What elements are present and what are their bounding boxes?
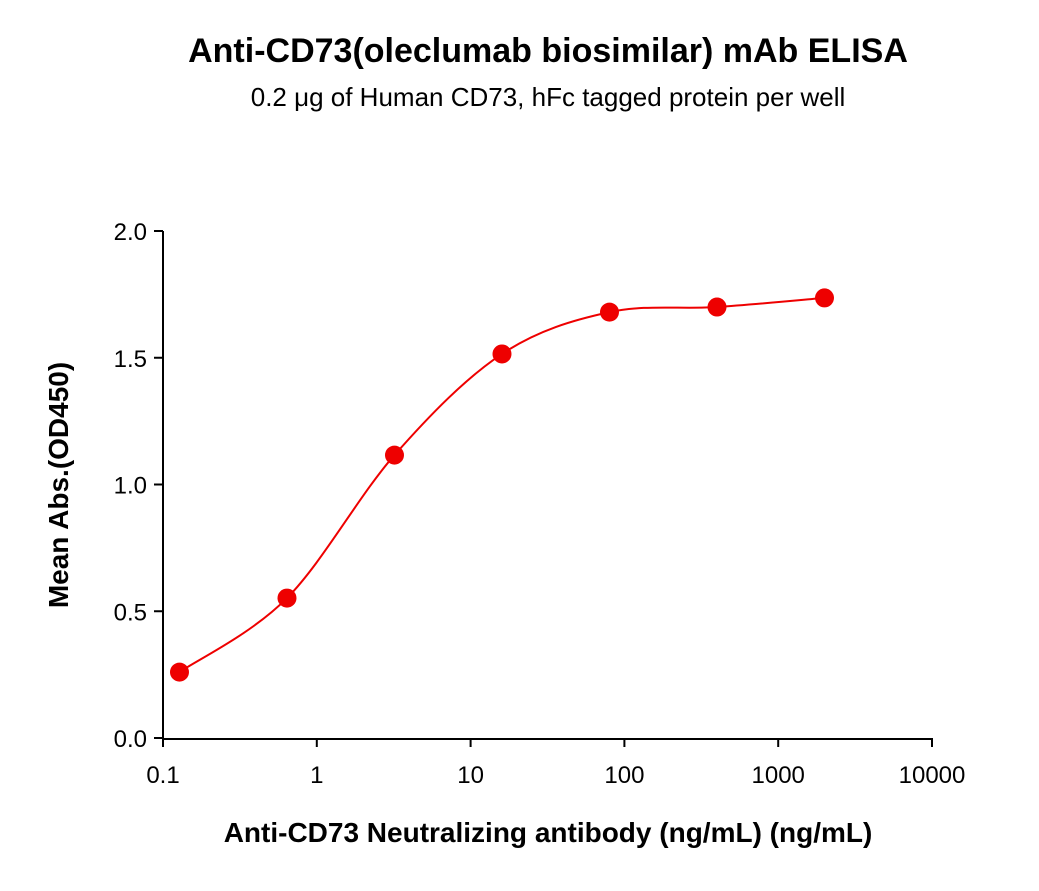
chart-title: Anti-CD73(oleclumab biosimilar) mAb ELIS… xyxy=(188,32,908,70)
x-axis-label: Anti-CD73 Neutralizing antibody (ng/mL) … xyxy=(224,817,873,848)
data-point xyxy=(492,344,512,364)
x-tick-label: 1000 xyxy=(752,762,805,789)
x-tick-label: 10 xyxy=(457,762,484,789)
x-tick-label: 100 xyxy=(604,762,644,789)
y-tick-label: 1.5 xyxy=(114,346,147,373)
data-point xyxy=(277,588,297,608)
y-tick-label: 2.0 xyxy=(114,219,147,246)
y-tick-label: 0.5 xyxy=(114,599,147,626)
data-point xyxy=(814,288,834,308)
y-tick-label: 0.0 xyxy=(114,726,147,753)
data-point xyxy=(599,302,619,322)
data-point xyxy=(384,445,404,465)
x-tick-label: 1 xyxy=(310,762,323,789)
y-tick-label: 1.0 xyxy=(114,473,147,500)
chart-subtitle: 0.2 μg of Human CD73, hFc tagged protein… xyxy=(251,82,846,112)
data-point xyxy=(169,662,189,682)
data-point xyxy=(707,297,727,317)
y-axis-label: Mean Abs.(OD450) xyxy=(43,362,74,608)
x-tick-label: 10000 xyxy=(899,762,966,789)
x-tick-label: 0.1 xyxy=(146,762,179,789)
